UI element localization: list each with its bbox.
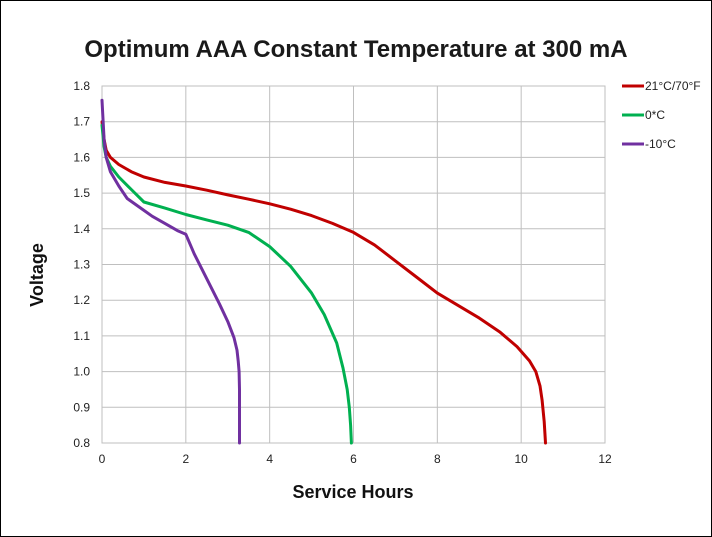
y-tick-labels: 0.8 0.9 1.0 1.1 1.2 1.3 1.4 1.5 1.6 1.7 1.8 [73, 79, 90, 450]
y-tick-label: 1.8 [73, 79, 90, 93]
x-tick-label: 10 [514, 452, 528, 466]
chart-title: Optimum AAA Constant Temperature at 300 … [84, 36, 628, 63]
x-tick-label: 2 [182, 452, 189, 466]
grid [101, 85, 606, 444]
y-tick-label: 1.1 [73, 329, 90, 343]
legend-label: -10°C [645, 137, 676, 151]
series-line-1 [100, 120, 547, 445]
x-tick-label: 4 [266, 452, 273, 466]
x-tick-label: 6 [350, 452, 357, 466]
legend: 21°C/70°F 0*C -10°C [622, 79, 701, 151]
y-tick-label: 1.6 [73, 150, 90, 164]
series-line-2 [100, 123, 353, 445]
x-tick-labels: 0 2 4 6 8 10 12 [99, 452, 612, 466]
y-axis-title: Voltage [27, 243, 47, 307]
y-tick-label: 1.3 [73, 258, 90, 272]
legend-label: 21°C/70°F [645, 79, 701, 93]
y-tick-label: 1.7 [73, 115, 90, 129]
y-tick-label: 1.2 [73, 293, 90, 307]
x-tick-label: 0 [99, 452, 106, 466]
series-lines [100, 98, 547, 445]
series-line-3 [100, 98, 241, 445]
y-tick-label: 1.4 [73, 222, 90, 236]
legend-label: 0*C [645, 108, 665, 122]
x-tick-label: 12 [598, 452, 612, 466]
y-tick-label: 1.0 [73, 365, 90, 379]
y-tick-label: 0.9 [73, 400, 90, 414]
x-axis-title: Service Hours [292, 482, 413, 502]
x-tick-label: 8 [434, 452, 441, 466]
y-tick-label: 1.5 [73, 186, 90, 200]
y-tick-label: 0.8 [73, 436, 90, 450]
